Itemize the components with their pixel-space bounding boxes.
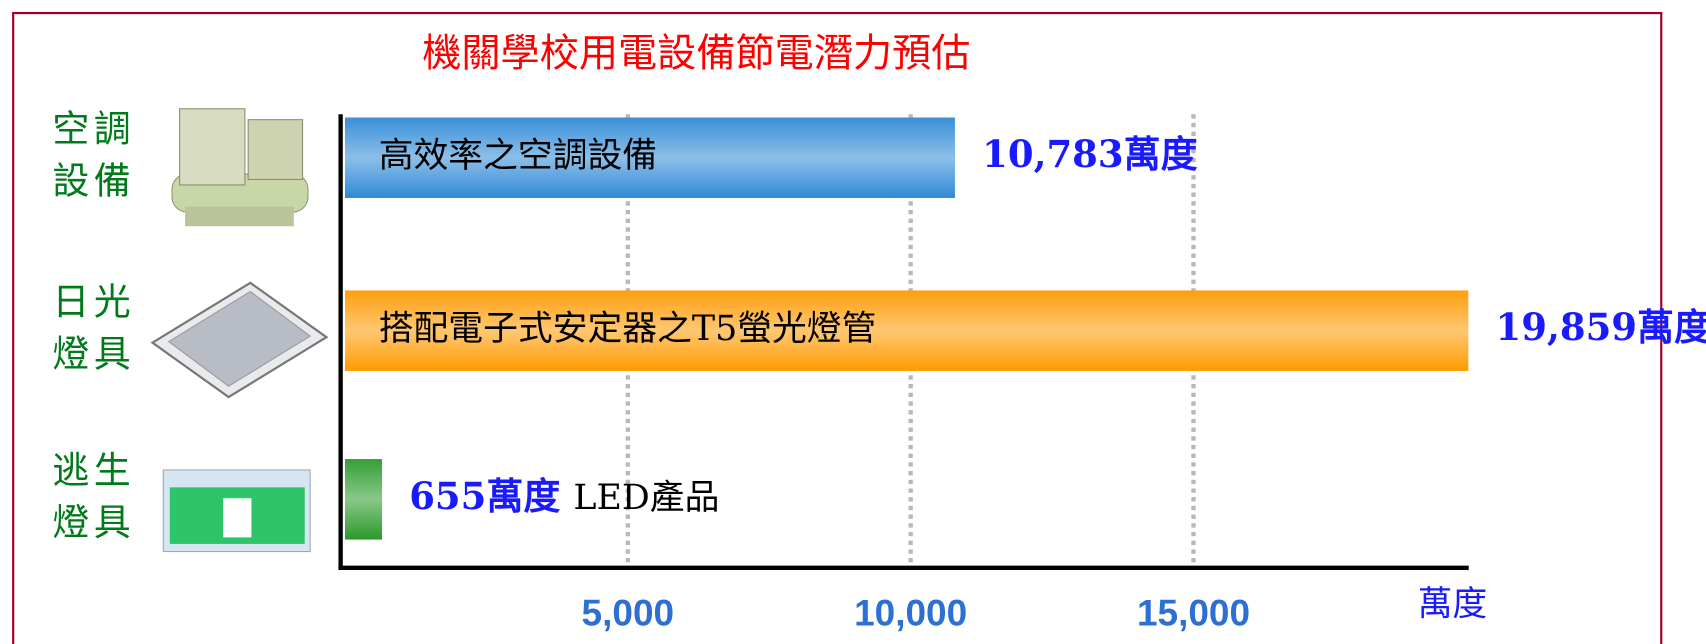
chart: 機關學校用電設備節電潛力預估 空調設備日光燈具逃生燈具 5,000 10,000 1… xyxy=(0,0,1706,644)
category-label: 日光燈具 xyxy=(52,276,137,380)
category-label-box: 逃生燈具 xyxy=(52,445,150,554)
bar-label: 高效率之空調設備 xyxy=(379,136,657,176)
value-label: 655萬度 xyxy=(409,474,560,518)
x-tick-label: 5,000 xyxy=(582,592,675,633)
exit-sign-icon xyxy=(163,470,310,552)
bar-label: 搭配電子式安定器之T5螢光燈管 xyxy=(379,309,877,349)
x-tick-label: 15,000 xyxy=(1137,592,1250,633)
bar-label: LED產品 xyxy=(573,478,719,518)
x-axis-label: 萬度 xyxy=(1418,584,1488,624)
chiller-icon xyxy=(172,109,308,226)
value-label: 19,859萬度 xyxy=(1496,305,1706,349)
category-label-box: 空調設備 xyxy=(52,103,150,212)
category-label-box: 日光燈具 xyxy=(52,276,150,385)
bar-shine xyxy=(345,459,382,540)
chart-title: 機關學校用電設備節電潛力預估 xyxy=(422,32,970,77)
value-label: 10,783萬度 xyxy=(982,132,1197,176)
x-tick-label: 10,000 xyxy=(854,592,967,633)
category-label: 空調設備 xyxy=(52,103,137,207)
category-label: 逃生燈具 xyxy=(52,445,137,549)
light-fixture-icon xyxy=(152,283,326,397)
